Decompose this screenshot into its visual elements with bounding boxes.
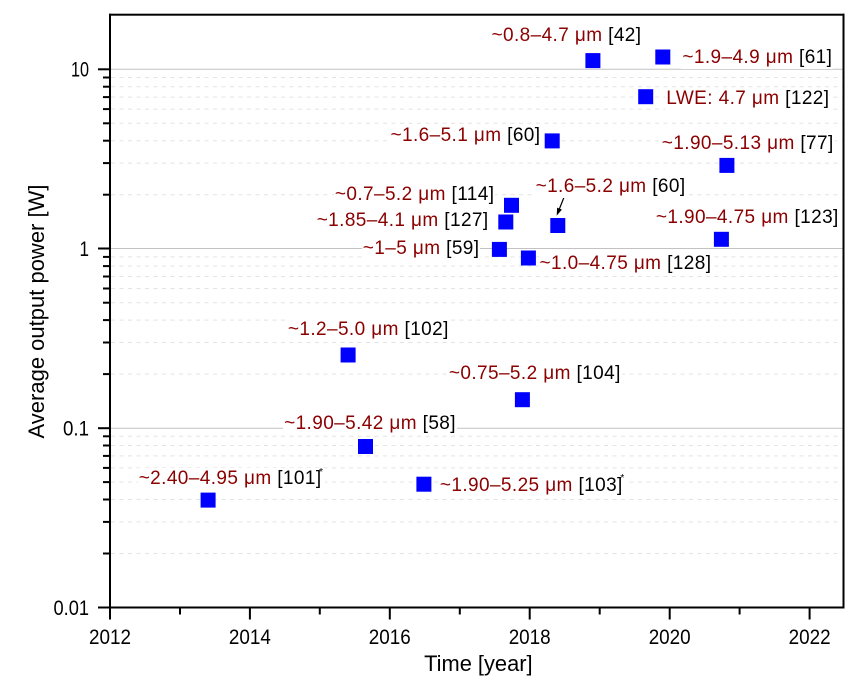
svg-text:2022: 2022 — [789, 625, 831, 649]
svg-text:2012: 2012 — [89, 625, 131, 649]
svg-text:0.1: 0.1 — [63, 417, 89, 441]
svg-text:2020: 2020 — [649, 625, 691, 649]
svg-text:10: 10 — [71, 58, 89, 82]
svg-text:2016: 2016 — [369, 625, 411, 649]
svg-text:2014: 2014 — [229, 625, 271, 649]
svg-text:0.01: 0.01 — [54, 596, 90, 620]
svg-text:2018: 2018 — [509, 625, 551, 649]
svg-text:Time [year]: Time [year] — [424, 651, 532, 676]
svg-text:1: 1 — [80, 237, 90, 261]
svg-text:Average output power [W]: Average output power [W] — [24, 185, 49, 439]
